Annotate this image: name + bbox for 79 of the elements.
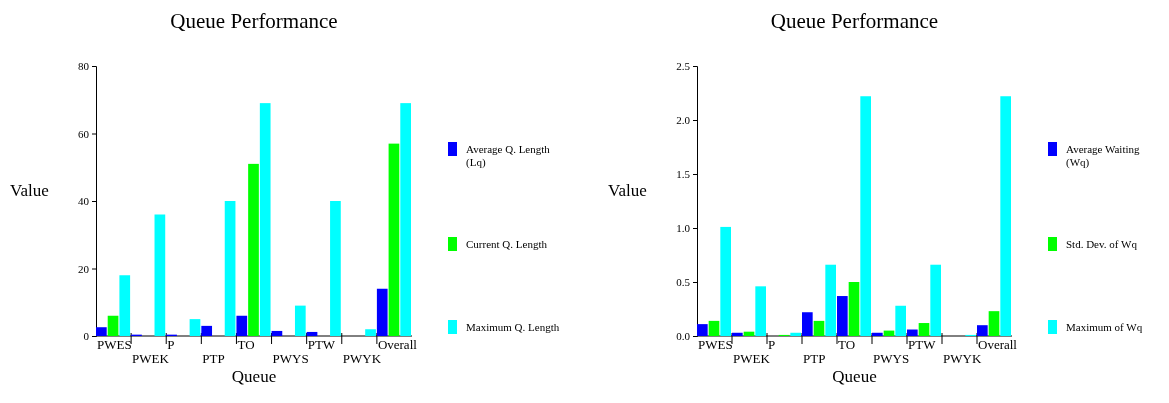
bar	[224, 201, 236, 336]
bar	[330, 201, 341, 336]
bar	[825, 264, 836, 336]
x-tick-label: PWYK	[342, 351, 382, 366]
y-tick-label: 40	[78, 195, 90, 208]
bar	[119, 275, 131, 336]
bar	[977, 325, 988, 336]
x-tick-label: P	[768, 337, 776, 352]
y-tick-label: 60	[78, 127, 90, 140]
bar	[189, 319, 201, 336]
x-tick-label: TO	[237, 337, 255, 352]
x-tick-label: TO	[838, 337, 856, 352]
legend-label: Maximum of Wq	[1066, 321, 1143, 333]
bar	[802, 312, 813, 336]
x-tick-label: PTP	[202, 351, 225, 366]
bar	[755, 286, 766, 336]
x-tick-label: PTW	[307, 337, 336, 352]
bar	[1000, 96, 1011, 336]
bar	[907, 329, 918, 336]
x-tick-label: PWEK	[733, 351, 771, 366]
x-tick-label: PWEK	[132, 351, 170, 366]
x-tick-label: PWES	[698, 337, 733, 352]
y-axis-title: Value	[10, 181, 49, 200]
bar	[848, 282, 860, 336]
x-axis-title: Queue	[231, 367, 277, 386]
bar	[860, 96, 871, 336]
bar	[813, 320, 825, 336]
x-tick-label: Overall	[377, 337, 418, 352]
y-tick-label: 2.0	[676, 114, 691, 127]
bar	[294, 305, 306, 336]
y-tick-label: 80	[78, 60, 90, 73]
chart-title: Queue Performance	[170, 9, 338, 33]
x-axis-title: Queue	[832, 367, 877, 386]
bar	[697, 324, 708, 336]
y-axis-title: Value	[608, 181, 647, 200]
legend-label: Average Waiting (Wq)	[1066, 143, 1141, 169]
x-tick-label: P	[167, 337, 175, 352]
legend-label: Average Q. Length (Lq)	[466, 143, 551, 169]
chart-title: Queue Performance	[770, 9, 939, 33]
bar	[248, 163, 259, 336]
bar	[872, 332, 883, 336]
bar	[790, 332, 801, 336]
bar	[837, 296, 848, 336]
bar	[930, 264, 941, 336]
y-tick-label: 0	[83, 330, 90, 343]
legend-label: Current Q. Length	[466, 238, 548, 250]
x-tick-label: PWES	[97, 337, 132, 352]
y-tick-label: 0.5	[676, 276, 691, 289]
y-tick-label: 20	[78, 262, 90, 275]
x-tick-label: PWYS	[272, 351, 309, 366]
bar	[96, 327, 107, 336]
bar	[918, 323, 930, 336]
bar	[988, 311, 1000, 336]
bar	[388, 143, 400, 336]
x-tick-label: PWYK	[943, 351, 982, 366]
x-tick-label: PWYS	[873, 351, 910, 366]
bar	[154, 214, 166, 336]
y-tick-label: 0.0	[676, 330, 691, 343]
bar	[306, 331, 318, 336]
x-tick-label: PTP	[803, 351, 826, 366]
legend-label: Maximum Q. Length	[466, 321, 560, 333]
x-tick-label: Overall	[978, 337, 1018, 352]
y-tick-label: 1.0	[676, 222, 691, 235]
bar	[236, 315, 248, 336]
bar	[107, 315, 119, 336]
y-tick-label: 1.5	[676, 168, 691, 181]
y-tick-label: 2.5	[676, 60, 691, 73]
bar	[365, 329, 376, 336]
bar	[201, 325, 213, 336]
bar	[895, 305, 906, 336]
bar	[732, 332, 743, 336]
bar	[400, 103, 411, 336]
legend-label: Std. Dev. of Wq	[1066, 238, 1138, 250]
bar	[271, 330, 283, 336]
x-tick-label: PTW	[908, 337, 937, 352]
bar	[720, 226, 731, 336]
bar	[259, 103, 271, 336]
bar	[376, 288, 388, 336]
bar	[708, 320, 720, 336]
